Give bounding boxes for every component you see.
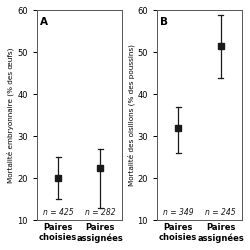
Text: A: A xyxy=(40,17,48,27)
Text: n = 245: n = 245 xyxy=(205,208,236,217)
Y-axis label: Mortalité des oisillons (% des poussins): Mortalité des oisillons (% des poussins) xyxy=(127,44,134,186)
Text: n = 425: n = 425 xyxy=(43,208,73,217)
Text: n = 349: n = 349 xyxy=(163,208,194,217)
Y-axis label: Mortalité embryonnaire (% des œufs): Mortalité embryonnaire (% des œufs) xyxy=(7,48,14,183)
Text: B: B xyxy=(160,17,168,27)
Text: n = 282: n = 282 xyxy=(85,208,116,217)
